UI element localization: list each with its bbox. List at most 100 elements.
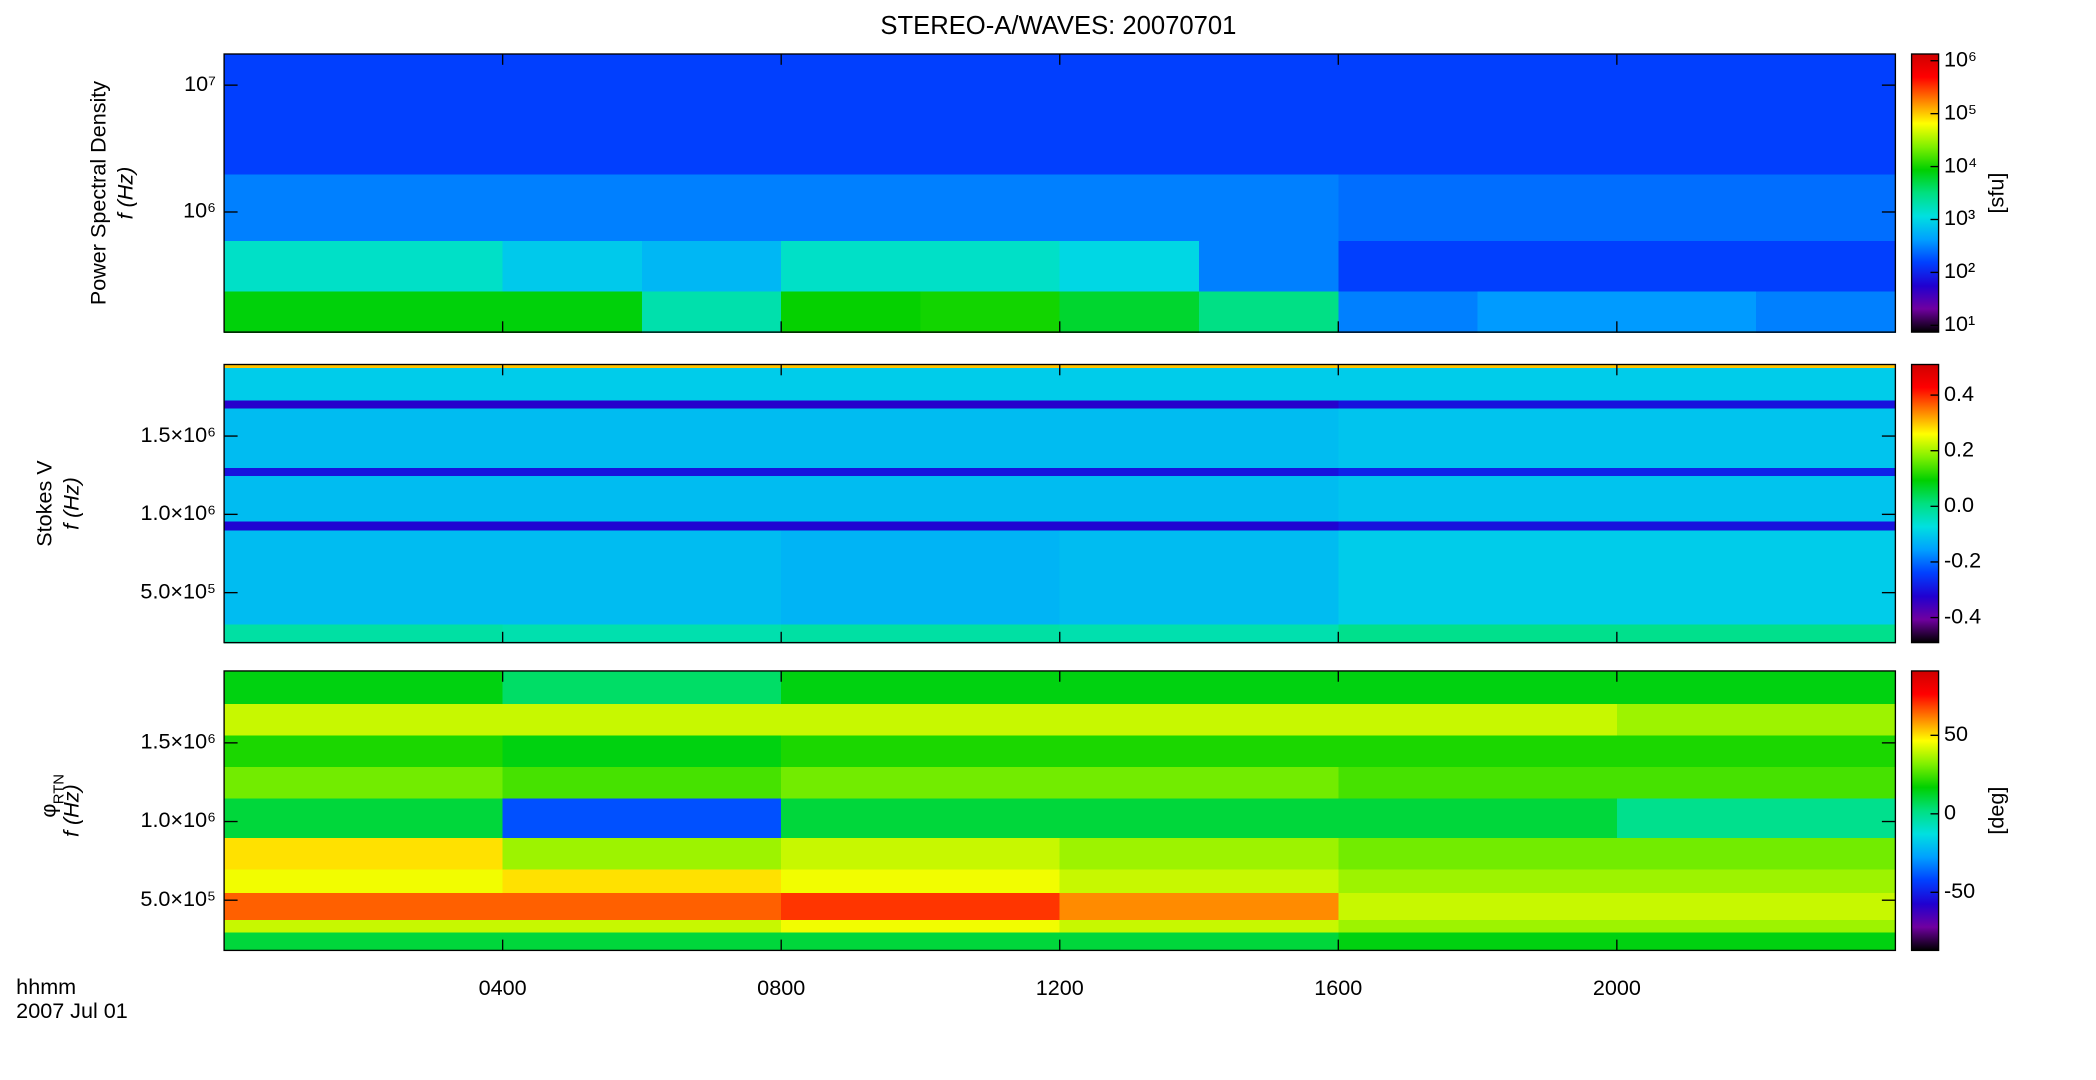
heatmap-cell (1059, 766, 1339, 799)
heatmap-cell (781, 797, 1061, 838)
heatmap-cell (502, 892, 782, 920)
heatmap-cell (1059, 54, 1200, 175)
heatmap-cell (1059, 400, 1339, 409)
heatmap-cell (224, 54, 365, 175)
colorbar (1911, 670, 1939, 951)
heatmap-cell (1338, 364, 1618, 368)
heatmap (224, 364, 1897, 644)
heatmap-cell (224, 797, 504, 838)
heatmap-cell (502, 475, 782, 522)
heatmap-cell (502, 766, 782, 799)
colorbar-frame (1910, 670, 1940, 952)
heatmap-cell (1338, 54, 1479, 175)
heatmap-cell (224, 919, 504, 933)
heatmap-cell (1059, 364, 1339, 368)
y-tick-label: 10⁷ (184, 71, 216, 96)
heatmap-cell (1616, 367, 1897, 401)
heatmap-cell (224, 837, 504, 870)
y-tick-label: 5.0×10⁵ (140, 578, 216, 603)
heatmap-cell (1199, 290, 1339, 333)
heatmap-cell (1059, 475, 1339, 522)
heatmap-cell (224, 766, 504, 799)
heatmap-cell (502, 467, 782, 476)
heatmap-cell (224, 670, 504, 705)
heatmap-cell (641, 240, 782, 292)
heatmap-cell (1338, 868, 1618, 894)
heatmap-cell (1059, 868, 1339, 894)
heatmap-cell (781, 530, 1061, 625)
heatmap-cell (781, 837, 1061, 870)
heatmap-cell (1616, 892, 1897, 920)
heatmap-cell (224, 407, 504, 469)
heatmap-cell (1338, 797, 1618, 838)
heatmap-cell (1338, 837, 1618, 870)
heatmap-cell (1756, 173, 1897, 241)
heatmap-cell (1616, 173, 1757, 241)
colorbar-tick-label: 0 (1944, 800, 1956, 825)
y-tick-label: 1.5×10⁶ (141, 422, 216, 447)
colorbar-tick-label: -0.2 (1944, 548, 1981, 573)
heatmap-cell (363, 54, 504, 175)
heatmap-cell (224, 475, 504, 522)
heatmap-cell (502, 623, 782, 644)
heatmap-cell (1338, 892, 1618, 920)
heatmap-cell (224, 931, 504, 952)
heatmap-cell (641, 290, 782, 333)
heatmap-cell (502, 54, 643, 175)
heatmap-cell (1477, 173, 1618, 241)
heatmap-cell (1059, 734, 1339, 768)
heatmap-cell (1059, 837, 1339, 870)
heatmap-cell (224, 290, 365, 333)
heatmap-cell (1059, 530, 1339, 625)
y-tick-label: 5.0×10⁵ (140, 886, 216, 911)
colorbar-tick-label: 0.4 (1944, 381, 1974, 406)
heatmap-cell (1338, 240, 1479, 292)
heatmap-cell (1059, 931, 1339, 952)
heatmap-cell (1338, 467, 1618, 476)
heatmap-cell (781, 520, 1061, 531)
heatmap-cell (502, 797, 782, 838)
colorbar-frame (1910, 363, 1940, 644)
heatmap-cell (1477, 54, 1618, 175)
heatmap-cell (781, 407, 1061, 469)
heatmap-cell (224, 703, 504, 736)
y-tick-label: 10⁶ (183, 198, 216, 223)
heatmap-cell (1616, 797, 1897, 838)
heatmap-cell (1616, 240, 1757, 292)
heatmap-cell (781, 868, 1061, 894)
heatmap-cell (1338, 400, 1618, 409)
heatmap-cell (920, 173, 1061, 241)
heatmap-cell (1338, 530, 1618, 625)
colorbar-tick-label: -50 (1944, 878, 1975, 903)
heatmap-cell (1616, 364, 1897, 368)
date-label: 2007 Jul 01 (16, 998, 128, 1023)
heatmap-cell (1756, 54, 1897, 175)
colorbar-tick-label: 0.0 (1944, 492, 1974, 517)
heatmap-cell (1338, 367, 1618, 401)
colorbar-frame (1910, 53, 1940, 333)
y-tick-label: 1.0×10⁶ (141, 500, 216, 525)
heatmap-cell (1059, 703, 1339, 736)
colorbar-tick-label: 10¹ (1944, 311, 1975, 336)
heatmap-cell (1616, 400, 1897, 409)
heatmap-cell (1059, 290, 1200, 333)
heatmap (224, 54, 1897, 333)
heatmap-cell (502, 400, 782, 409)
heatmap-cell (224, 530, 504, 625)
x-axis-label: hhmm (16, 974, 76, 999)
y-axis-label-subscript: RTN (51, 774, 67, 804)
colorbar-tick-label: 10⁵ (1944, 99, 1977, 124)
heatmap-cell (781, 290, 922, 333)
heatmap-cell (1338, 766, 1618, 799)
heatmap-cell (1059, 919, 1339, 933)
heatmap-cell (1616, 520, 1897, 531)
heatmap-cell (1756, 290, 1897, 333)
heatmap-cell (781, 364, 1061, 368)
heatmap-cell (224, 734, 504, 768)
heatmap-cell (224, 868, 504, 894)
heatmap-cell (224, 173, 365, 241)
heatmap-cell (781, 734, 1061, 768)
heatmap-cell (1477, 290, 1618, 333)
